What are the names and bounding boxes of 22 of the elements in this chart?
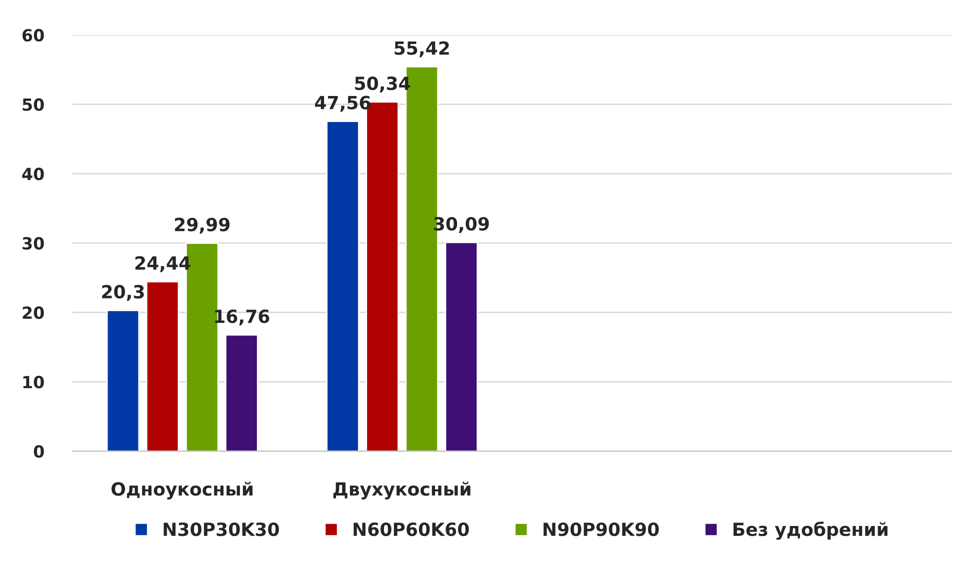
data-label: 55,42 [394,41,449,58]
bar [106,310,140,452]
bar [225,334,258,452]
y-tick-label: 50 [22,98,44,111]
y-tick-label: 30 [22,237,44,250]
data-label: 20,3 [102,284,144,301]
x-tick-label: Одноукосный [112,482,253,500]
legend-label: N30P30K30 [164,522,279,536]
legend-label: N90P90K90 [544,522,659,536]
data-label: 47,56 [315,96,370,112]
bar [146,280,180,452]
x-tick-label: Двухукосный [333,482,470,500]
legend-label: Без удобрений [734,522,888,540]
bar [326,120,360,452]
y-tick-label: 40 [22,168,44,180]
legend-label: N60P60K60 [354,522,469,536]
y-tick-label: 0 [34,445,44,458]
y-tick-label: 20 [22,306,44,320]
bar [444,242,478,452]
y-tick-label: 60 [22,28,44,42]
data-label: 29,99 [174,218,230,234]
y-tick-label: 10 [23,376,44,388]
